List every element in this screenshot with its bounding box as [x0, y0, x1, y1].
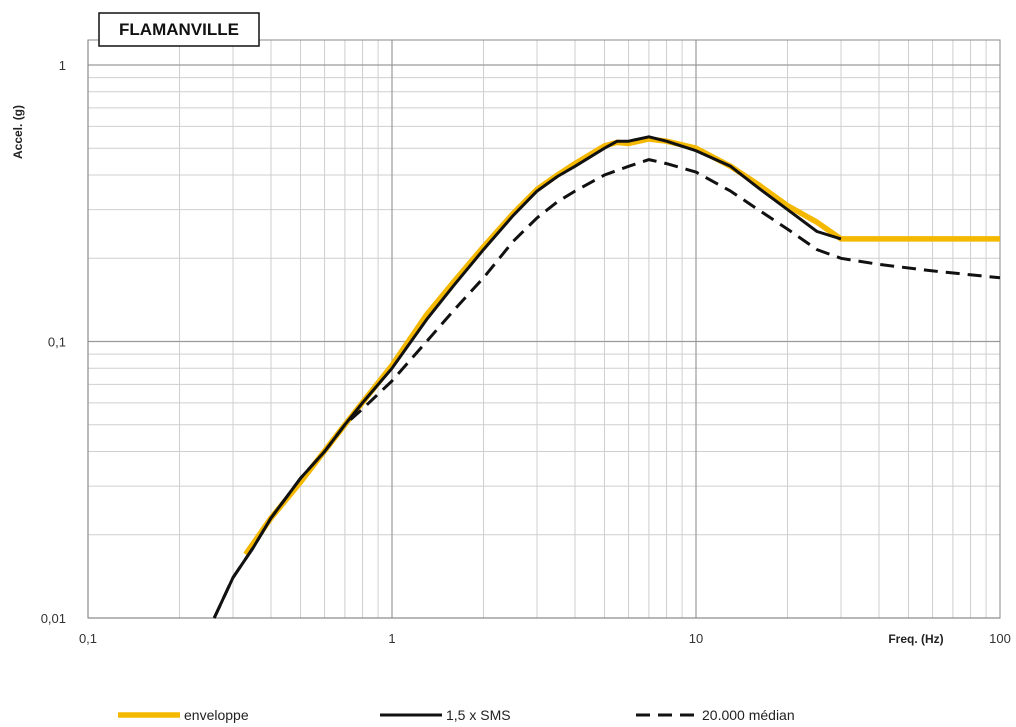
x-tick-label: 100 [989, 631, 1011, 646]
chart-title: FLAMANVILLE [119, 20, 239, 39]
series-layer [212, 135, 1001, 619]
legend-label-3: 20.000 médian [702, 707, 795, 723]
x-tick-label: 10 [689, 631, 703, 646]
minor-gridlines [88, 40, 1000, 618]
chart-title-frame [98, 12, 260, 47]
y-tick-label: 0,1 [48, 335, 66, 350]
tick-labels: 0,1 1 10 100 0,01 0,1 1 [41, 58, 1011, 646]
plot-frame [87, 39, 1001, 619]
x-tick-label: 1 [388, 631, 395, 646]
x-axis-title: Freq. (Hz) [888, 632, 943, 646]
y-axis-title: Accel. (g) [11, 105, 25, 159]
chart-title-box: FLAMANVILLE [98, 12, 260, 47]
x-tick-label: 0,1 [79, 631, 97, 646]
y-tick-label: 1 [59, 58, 66, 73]
legend: enveloppe 1,5 x SMS 20.000 médian [118, 707, 795, 723]
plot-background [88, 40, 1000, 618]
y-tick-label: 0,01 [41, 611, 66, 626]
legend-label-1: enveloppe [184, 707, 249, 723]
series-line-3 [212, 158, 1001, 619]
legend-label-2: 1,5 x SMS [446, 707, 511, 723]
